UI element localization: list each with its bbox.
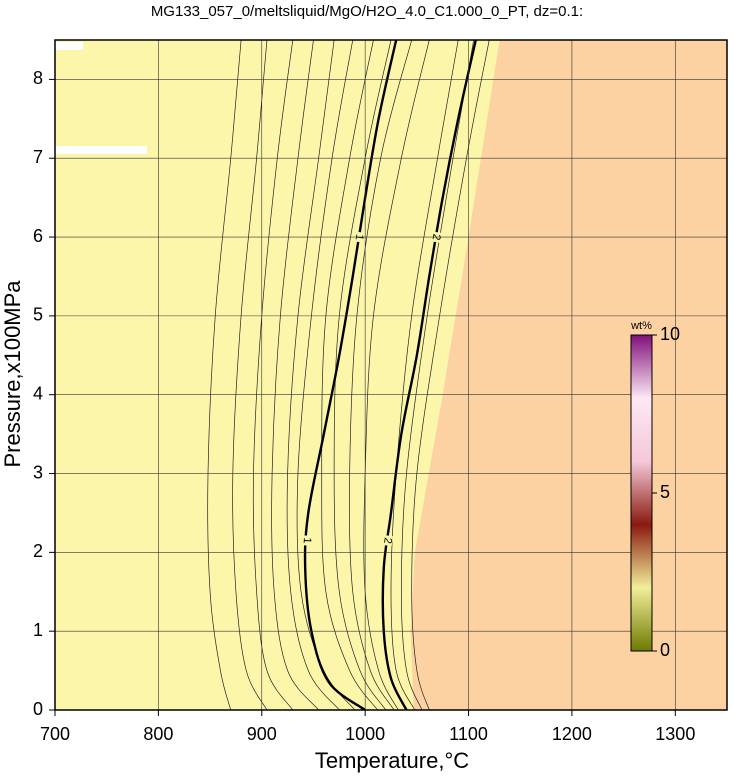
- chart-title: MG133_057_0/meltsliquid/MgO/H2O_4.0_C1.0…: [151, 3, 583, 20]
- x-tick-label: 700: [40, 724, 70, 744]
- y-tick-label: 6: [33, 226, 43, 246]
- contour-label: 2: [381, 537, 394, 545]
- colorbar-tick-label: 10: [660, 324, 680, 344]
- label-bg: [301, 535, 313, 546]
- colorbar-label: wt%: [630, 320, 652, 332]
- plot-frame: [54, 39, 728, 711]
- y-tick-label: 2: [33, 541, 43, 561]
- y-tick-label: 8: [33, 68, 43, 88]
- gap: [55, 146, 147, 154]
- contour-label: 1: [301, 537, 313, 544]
- y-tick-label: 1: [33, 620, 43, 640]
- x-tick-label: 1000: [345, 724, 385, 744]
- colorbar-tick-label: 0: [660, 640, 670, 660]
- label-bg: [381, 534, 393, 547]
- y-tick-label: 7: [33, 147, 43, 167]
- x-tick-label: 900: [247, 724, 277, 744]
- colorbar-tick-label: 5: [660, 482, 670, 502]
- y-tick-label: 3: [33, 462, 43, 482]
- y-tick-label: 0: [33, 699, 43, 719]
- gap: [55, 42, 83, 50]
- colorbar: [630, 334, 653, 652]
- x-tick-label: 1200: [552, 724, 592, 744]
- x-tick-label: 800: [143, 724, 173, 744]
- labeled-contour: [303, 40, 398, 710]
- x-tick-label: 1100: [449, 724, 488, 744]
- y-tick-label: 5: [33, 305, 43, 325]
- x-tick-label: 1300: [655, 724, 695, 744]
- x-axis-label: Temperature,°C: [315, 748, 469, 773]
- y-axis-label: Pressure,x100MPa: [0, 280, 25, 468]
- labeled-contour: [381, 40, 477, 710]
- y-tick-label: 4: [33, 383, 43, 403]
